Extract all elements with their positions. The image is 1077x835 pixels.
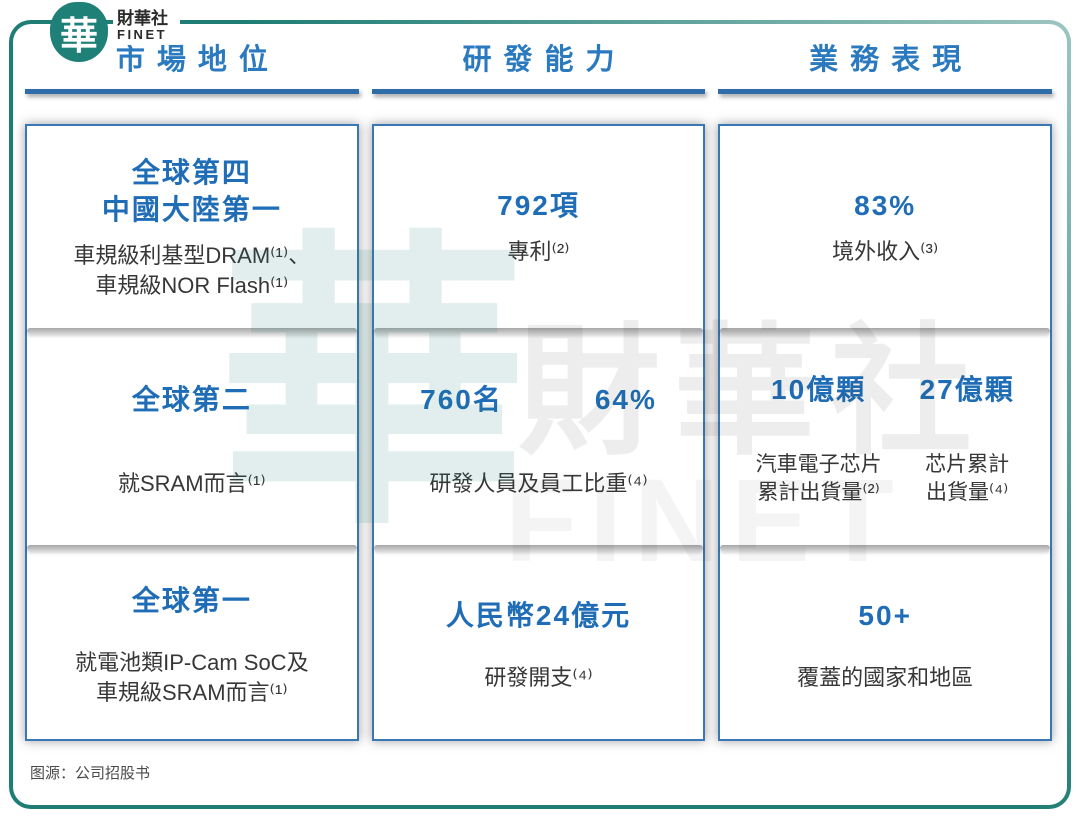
stat-section: 50+ 覆蓋的國家和地區 xyxy=(720,551,1050,739)
finet-logo-icon: 華 xyxy=(50,2,108,62)
stat-title: 全球第二 xyxy=(131,383,252,415)
stat-label: 覆蓋的國家和地區 xyxy=(797,665,974,691)
stat-label: 出貨量⁽⁴⁾ xyxy=(926,481,1009,505)
stat-desc: 車規級NOR Flash⁽¹⁾ xyxy=(95,272,289,298)
column-business-performance: 業務表現 83% 境外收入⁽³⁾ 10億顆 汽車電子芯片 累計出貨量⁽²⁾ xyxy=(718,36,1053,741)
columns-container: 市場地位 全球第四 中國大陸第一 車規級利基型DRAM⁽¹⁾、 車規級NOR F… xyxy=(25,36,1053,741)
stat-section: 83% 境外收入⁽³⁾ xyxy=(720,126,1050,328)
stat-pairs-row: 10億顆 汽車電子芯片 累計出貨量⁽²⁾ 27億顆 芯片累計 出貨量⁽⁴⁾ xyxy=(720,371,1050,507)
stat-desc: 就電池類IP-Cam SoC及 xyxy=(75,650,309,676)
stat-section: 人民幣24億元 研發開支⁽⁴⁾ xyxy=(374,551,704,739)
stat-desc: 就SRAM而言⁽¹⁾ xyxy=(117,470,266,496)
column-header: 市場地位 xyxy=(115,44,280,76)
stat-value: 27億顆 xyxy=(919,374,1015,406)
section-divider xyxy=(27,545,357,551)
stat-label: 汽車電子芯片 xyxy=(755,453,882,477)
column-header: 業務表現 xyxy=(809,44,974,76)
stat-pair: 27億顆 芯片累計 出貨量⁽⁴⁾ xyxy=(920,371,1015,507)
stat-section: 全球第四 中國大陸第一 車規級利基型DRAM⁽¹⁾、 車規級NOR Flash⁽… xyxy=(27,126,357,328)
stat-title: 中國大陸第一 xyxy=(101,194,282,226)
stat-section: 全球第一 就電池類IP-Cam SoC及 車規級SRAM而言⁽¹⁾ xyxy=(27,551,357,739)
stat-section: 760名 64% 研發人員及員工比重⁽⁴⁾ xyxy=(374,334,704,545)
stat-value: 人民幣24億元 xyxy=(445,600,632,632)
stat-value: 64% xyxy=(594,383,657,415)
stat-section: 792項 專利⁽²⁾ xyxy=(374,126,704,328)
section-divider xyxy=(27,328,357,334)
stat-section: 10億顆 汽車電子芯片 累計出貨量⁽²⁾ 27億顆 芯片累計 出貨量⁽⁴⁾ xyxy=(720,334,1050,545)
finet-logo: 華 財華社 FINET xyxy=(50,2,180,62)
stat-title: 全球第一 xyxy=(131,585,252,617)
stat-label: 研發開支⁽⁴⁾ xyxy=(484,665,593,691)
card-market-position: 全球第四 中國大陸第一 車規級利基型DRAM⁽¹⁾、 車規級NOR Flash⁽… xyxy=(25,124,359,741)
logo-name-en: FINET xyxy=(117,26,168,42)
stat-label: 研發人員及員工比重⁽⁴⁾ xyxy=(429,470,648,496)
stat-desc: 車規級SRAM而言⁽¹⁾ xyxy=(95,679,288,705)
image-source-caption: 图源：公司招股书 xyxy=(30,765,151,782)
stat-label: 境外收入⁽³⁾ xyxy=(832,239,939,265)
header-underline xyxy=(25,89,359,94)
stat-title: 全球第四 xyxy=(131,156,252,188)
stat-label: 專利⁽²⁾ xyxy=(507,239,570,265)
column-header: 研發能力 xyxy=(462,44,627,76)
section-divider xyxy=(373,328,704,334)
stat-value: 10億顆 xyxy=(771,374,867,406)
column-market-position: 市場地位 全球第四 中國大陸第一 車規級利基型DRAM⁽¹⁾、 車規級NOR F… xyxy=(25,36,359,741)
card-rnd-capability: 792項 專利⁽²⁾ 760名 64% 研發人員及員工比重⁽⁴⁾ 人民幣24億元… xyxy=(371,124,706,741)
logo-name: 財華社 xyxy=(117,9,168,28)
finet-logo-text: 財華社 FINET xyxy=(113,2,180,46)
stat-values-row: 760名 64% xyxy=(374,381,704,419)
stat-label: 累計出貨量⁽²⁾ xyxy=(757,481,880,505)
stat-value: 50+ xyxy=(858,600,912,632)
section-divider xyxy=(720,545,1051,551)
stat-value: 792項 xyxy=(497,190,580,222)
stat-value: 83% xyxy=(854,190,917,222)
stat-value: 760名 xyxy=(420,383,503,415)
stat-section: 全球第二 就SRAM而言⁽¹⁾ xyxy=(27,334,357,545)
header-underline xyxy=(718,89,1053,94)
stat-label: 芯片累計 xyxy=(925,453,1010,477)
stat-pair: 10億顆 汽車電子芯片 累計出貨量⁽²⁾ xyxy=(756,371,882,507)
header-underline xyxy=(371,89,706,94)
card-business-performance: 83% 境外收入⁽³⁾ 10億顆 汽車電子芯片 累計出貨量⁽²⁾ 27億顆 芯片… xyxy=(718,124,1053,741)
section-divider xyxy=(720,328,1051,334)
column-rnd-capability: 研發能力 792項 專利⁽²⁾ 760名 64% 研發人員及員工比重⁽⁴⁾ xyxy=(371,36,706,741)
section-divider xyxy=(373,545,704,551)
stat-desc: 車規級利基型DRAM⁽¹⁾、 xyxy=(73,243,311,269)
